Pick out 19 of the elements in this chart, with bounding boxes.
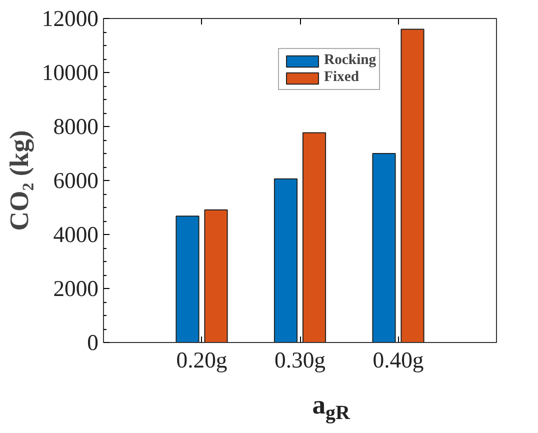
x-tick-label: 0.20g xyxy=(176,348,228,372)
bar xyxy=(372,153,396,342)
bar xyxy=(204,209,228,342)
bar xyxy=(302,132,326,342)
x-tick-label: 0.40g xyxy=(372,348,424,372)
y-tick-label: 0 xyxy=(87,330,98,355)
legend-label: Rocking xyxy=(324,52,376,69)
y-tick-label: 6000 xyxy=(53,168,98,193)
bar xyxy=(400,28,424,342)
y-tick-label: 10000 xyxy=(42,60,98,85)
y-tick-label: 4000 xyxy=(53,222,98,247)
bar xyxy=(176,216,200,342)
y-tick-label: 8000 xyxy=(53,114,98,139)
y-tick-label: 2000 xyxy=(53,276,98,301)
legend-label: Fixed xyxy=(324,69,360,86)
bar xyxy=(274,178,298,342)
y-tick-label: 12000 xyxy=(42,6,98,31)
x-tick-label: 0.30g xyxy=(274,348,326,372)
y-axis-title: CO₂ (kg) xyxy=(4,130,34,231)
